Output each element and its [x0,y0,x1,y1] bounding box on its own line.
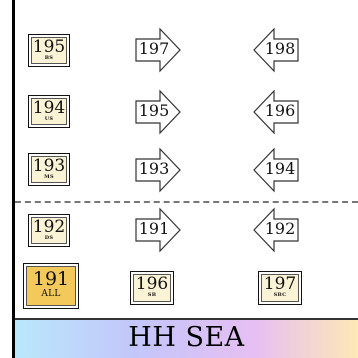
floor-code: SBC [273,292,287,298]
floor-button-194[interactable]: 194 US [28,95,70,128]
left-arrow-icon [253,27,299,73]
arrow-label: 195 [138,101,170,120]
right-arrow-icon [135,89,181,135]
left-arrow-icon [253,207,299,253]
arrow-left-196[interactable]: 196 [252,89,300,135]
floor-code: ALL [41,289,61,299]
arrow-label: 191 [138,219,170,238]
section-divider [15,201,358,203]
floor-number: 194 [32,98,66,118]
right-arrow-icon [135,147,181,193]
floor-button-195[interactable]: 195 BS [28,34,70,67]
floor-number: 192 [32,217,66,237]
location-banner: HH SEA [15,318,358,358]
floor-button-191-active[interactable]: 191 ALL [23,263,79,309]
arrow-label: 196 [264,101,296,120]
map-frame [12,0,358,358]
floor-number: 193 [32,156,66,176]
arrow-label: 194 [264,159,296,178]
floor-button-196[interactable]: 196 SB [130,271,174,305]
right-arrow-icon [135,27,181,73]
floor-button-192[interactable]: 192 DS [28,214,70,247]
arrow-label: 197 [138,39,170,58]
floor-number: 196 [135,274,169,294]
arrow-right-195[interactable]: 195 [134,89,182,135]
floor-code: MS [44,174,54,180]
arrow-left-198[interactable]: 198 [252,27,300,73]
arrow-label: 198 [264,39,296,58]
floor-number: 191 [32,268,70,290]
arrow-left-192[interactable]: 192 [252,207,300,253]
right-arrow-icon [135,207,181,253]
floor-code: SB [147,292,157,298]
arrow-right-197[interactable]: 197 [134,27,182,73]
banner-title: HH SEA [128,322,245,353]
left-arrow-icon [253,147,299,193]
floor-code: BS [44,55,54,61]
arrow-right-193[interactable]: 193 [134,147,182,193]
floor-number: 195 [32,37,66,57]
left-arrow-icon [253,89,299,135]
floor-button-197[interactable]: 197 SBC [258,271,302,305]
arrow-right-191[interactable]: 191 [134,207,182,253]
arrow-left-194[interactable]: 194 [252,147,300,193]
floor-code: US [44,116,54,122]
floor-code: DS [44,235,54,241]
floor-number: 197 [263,274,297,294]
arrow-label: 192 [264,219,296,238]
floor-button-193[interactable]: 193 MS [28,153,70,186]
arrow-label: 193 [138,159,170,178]
